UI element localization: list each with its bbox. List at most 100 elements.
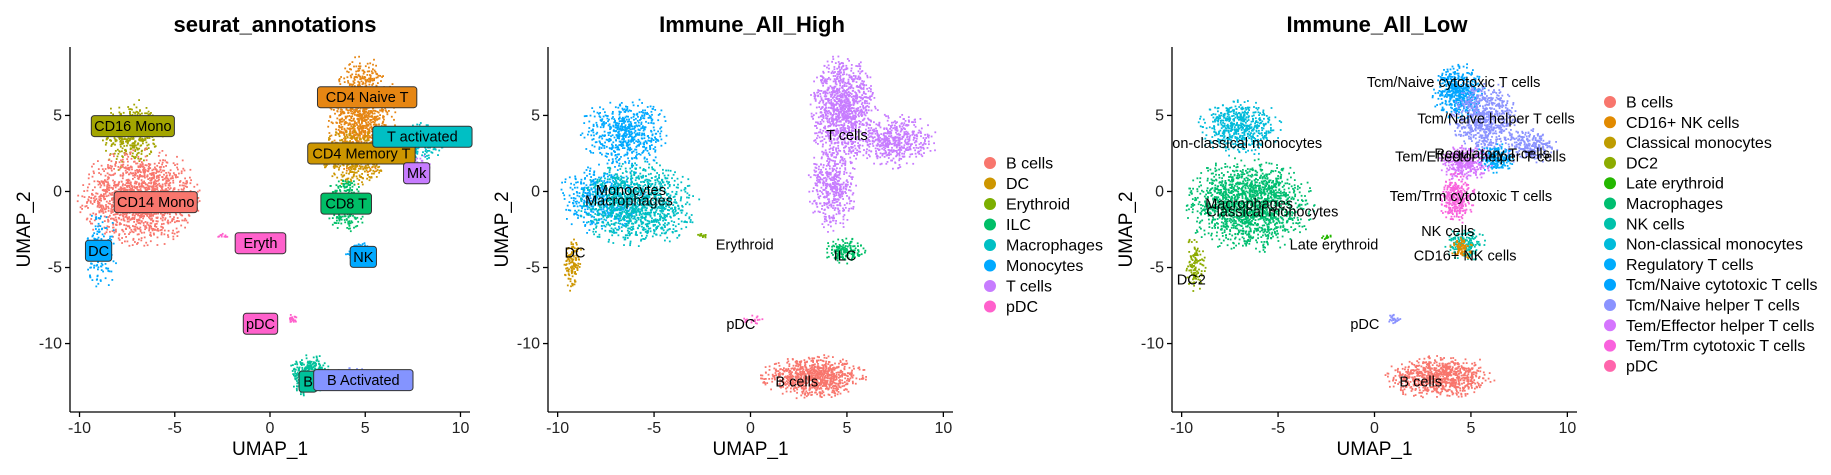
cell-point bbox=[107, 202, 110, 205]
cell-point bbox=[160, 166, 162, 168]
cell-point bbox=[337, 222, 340, 224]
cell-point bbox=[135, 182, 138, 185]
cell-point bbox=[97, 268, 99, 271]
cell-point bbox=[355, 138, 358, 141]
cell-point bbox=[132, 142, 135, 145]
cell-point bbox=[142, 142, 144, 145]
cell-point bbox=[352, 214, 354, 217]
cell-point bbox=[348, 188, 351, 191]
cell-point bbox=[112, 229, 115, 232]
cell-point bbox=[334, 165, 336, 168]
cell-point bbox=[128, 168, 131, 171]
cell-point bbox=[344, 67, 347, 70]
cell-point bbox=[329, 185, 332, 187]
cell-point bbox=[220, 235, 223, 238]
cell-point bbox=[359, 110, 361, 113]
cell-point bbox=[140, 239, 143, 242]
cell-point bbox=[142, 165, 145, 168]
cell-point bbox=[423, 155, 426, 157]
cell-point bbox=[172, 162, 175, 165]
cell-point bbox=[140, 150, 143, 153]
cell-point bbox=[365, 121, 367, 124]
cell-point bbox=[121, 138, 123, 141]
cell-point bbox=[120, 137, 123, 140]
cell-point bbox=[362, 177, 364, 180]
cell-point bbox=[139, 214, 141, 217]
cell-point bbox=[172, 177, 174, 179]
cell-point bbox=[97, 200, 100, 203]
cell-point bbox=[335, 128, 337, 131]
cell-point bbox=[358, 69, 361, 72]
cell-point bbox=[354, 120, 356, 123]
cell-point bbox=[145, 213, 148, 216]
cell-point bbox=[114, 165, 117, 167]
cell-point bbox=[366, 74, 369, 76]
cell-point bbox=[124, 148, 127, 151]
cell-point bbox=[189, 190, 192, 192]
cell-point bbox=[132, 178, 134, 180]
cell-point bbox=[172, 179, 175, 182]
cell-point bbox=[138, 168, 141, 171]
cell-point bbox=[132, 217, 135, 220]
cell-point bbox=[111, 194, 113, 196]
cell-point bbox=[122, 138, 124, 141]
cell-point bbox=[111, 203, 114, 206]
cell-point bbox=[347, 215, 350, 218]
cell-point bbox=[128, 225, 131, 228]
cell-point bbox=[296, 366, 299, 369]
cell-point bbox=[77, 194, 80, 197]
cell-point bbox=[133, 146, 136, 149]
cell-point bbox=[129, 171, 132, 174]
cell-point bbox=[157, 228, 159, 230]
cell-point bbox=[161, 150, 164, 152]
cell-point bbox=[154, 166, 156, 169]
cell-point bbox=[156, 236, 159, 239]
cell-point bbox=[106, 178, 109, 181]
cell-point bbox=[134, 174, 137, 176]
cell-point bbox=[432, 148, 435, 151]
cell-point bbox=[349, 119, 351, 122]
cell-point bbox=[346, 164, 349, 167]
cell-point bbox=[368, 166, 371, 169]
cell-point bbox=[132, 212, 135, 215]
cell-point bbox=[153, 187, 156, 190]
cell-point bbox=[345, 169, 348, 172]
cell-point bbox=[356, 127, 359, 129]
cell-point bbox=[117, 188, 120, 191]
cell-point bbox=[162, 169, 164, 172]
cell-point bbox=[182, 184, 185, 187]
cell-point bbox=[349, 187, 352, 189]
cell-point bbox=[373, 58, 375, 61]
cell-point bbox=[138, 238, 140, 241]
cell-point bbox=[96, 274, 99, 277]
cell-point bbox=[386, 111, 389, 114]
cell-point bbox=[142, 217, 144, 220]
cell-point bbox=[164, 188, 167, 191]
cell-point bbox=[116, 184, 119, 187]
cell-point bbox=[103, 226, 106, 229]
cell-point bbox=[343, 215, 346, 218]
cell-point bbox=[152, 186, 154, 189]
cell-point bbox=[109, 235, 112, 238]
cell-point bbox=[126, 164, 129, 167]
cell-point bbox=[100, 184, 103, 187]
cell-point bbox=[290, 364, 293, 367]
cell-point bbox=[150, 185, 153, 188]
cell-point bbox=[159, 184, 162, 187]
cell-point bbox=[330, 108, 333, 111]
cell-point bbox=[425, 148, 427, 151]
cell-point bbox=[132, 172, 134, 175]
cell-point bbox=[351, 221, 354, 224]
cell-point bbox=[126, 220, 129, 223]
cell-point bbox=[313, 364, 316, 367]
cell-point bbox=[364, 131, 367, 133]
cell-point bbox=[98, 210, 101, 213]
panel-title: seurat_annotations bbox=[174, 12, 377, 37]
cell-point bbox=[381, 110, 384, 113]
cell-point bbox=[104, 174, 107, 177]
cell-point bbox=[373, 69, 376, 72]
cell-point bbox=[343, 81, 346, 83]
cell-point bbox=[89, 200, 92, 203]
cell-point bbox=[129, 147, 132, 150]
cell-point bbox=[112, 217, 115, 220]
